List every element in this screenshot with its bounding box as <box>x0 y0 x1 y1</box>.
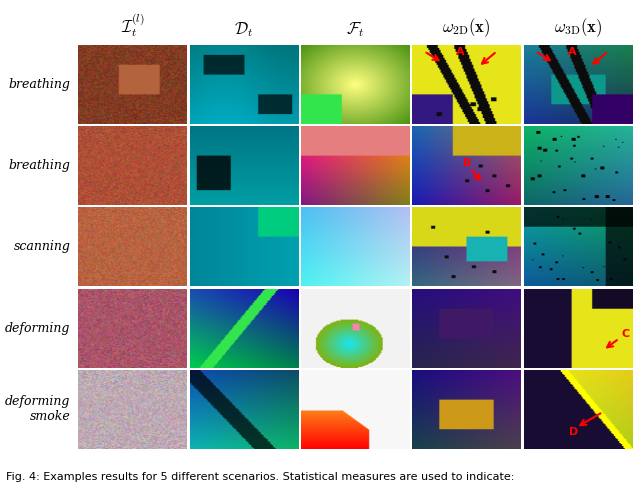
Text: deforming
smoke: deforming smoke <box>5 395 70 424</box>
Text: $\mathcal{D}_t$: $\mathcal{D}_t$ <box>234 20 253 39</box>
Text: breathing: breathing <box>8 78 70 91</box>
Text: B: B <box>463 158 472 168</box>
Text: C: C <box>622 329 630 338</box>
Text: A: A <box>456 47 465 57</box>
Text: $\mathcal{I}_t^{(l)}$: $\mathcal{I}_t^{(l)}$ <box>121 11 144 39</box>
Text: deforming: deforming <box>5 322 70 334</box>
Text: scanning: scanning <box>13 241 70 253</box>
Text: Fig. 4: Examples results for 5 different scenarios. Statistical measures are use: Fig. 4: Examples results for 5 different… <box>6 471 515 482</box>
Text: $\omega_{\mathrm{2D}}(\mathbf{x})$: $\omega_{\mathrm{2D}}(\mathbf{x})$ <box>442 16 491 39</box>
Text: A: A <box>568 47 576 57</box>
Text: D: D <box>568 426 578 437</box>
Text: $\omega_{\mathrm{3D}}(\mathbf{x})$: $\omega_{\mathrm{3D}}(\mathbf{x})$ <box>554 16 602 39</box>
Text: $\mathcal{F}_t$: $\mathcal{F}_t$ <box>346 20 364 39</box>
Text: breathing: breathing <box>8 159 70 172</box>
